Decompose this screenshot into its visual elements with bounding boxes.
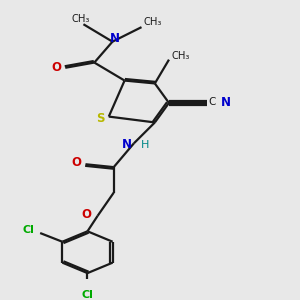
Text: O: O: [81, 208, 91, 221]
Text: O: O: [72, 156, 82, 169]
Text: CH₃: CH₃: [71, 14, 89, 24]
Text: CH₃: CH₃: [171, 51, 190, 61]
Text: CH₃: CH₃: [144, 17, 162, 27]
Text: H: H: [141, 140, 149, 150]
Text: O: O: [51, 61, 62, 74]
Text: N: N: [110, 32, 119, 45]
Text: S: S: [96, 112, 104, 125]
Text: N: N: [220, 96, 230, 109]
Text: N: N: [122, 138, 132, 151]
Text: C: C: [208, 98, 216, 107]
Text: Cl: Cl: [82, 290, 93, 300]
Text: Cl: Cl: [23, 225, 35, 235]
